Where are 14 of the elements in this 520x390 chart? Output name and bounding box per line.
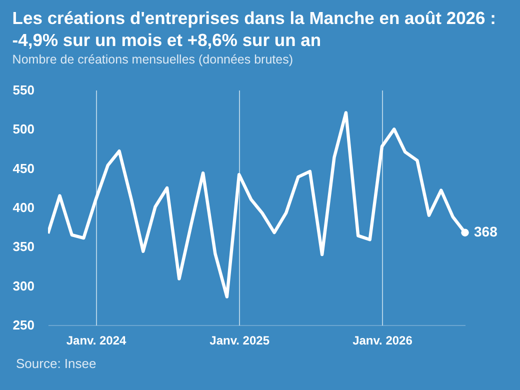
- x-tick-label: Janv. 2026: [352, 334, 413, 348]
- y-tick-label: 550: [12, 82, 34, 98]
- y-tick-label: 400: [12, 200, 34, 215]
- y-tick-label: 500: [12, 122, 34, 137]
- chart-title: Les créations d'entreprises dans la Manche en août 2026 : -4,9% sur un mois et +8,6% sur un an: [12, 8, 496, 50]
- y-tick-label: 350: [12, 239, 34, 254]
- annotation: 368: [474, 224, 498, 240]
- y-tick-label: 450: [12, 160, 34, 176]
- x-tick-label: Janv. 2024: [66, 334, 127, 348]
- source-note: Source: Insee: [16, 356, 96, 371]
- y-tick-label: 250: [12, 318, 34, 332]
- y-tick-label: 300: [12, 278, 34, 294]
- chart-subtitle: Nombre de créations mensuelles (données brutes): [12, 52, 294, 66]
- x-tick-label: Janv. 2025: [210, 334, 270, 348]
